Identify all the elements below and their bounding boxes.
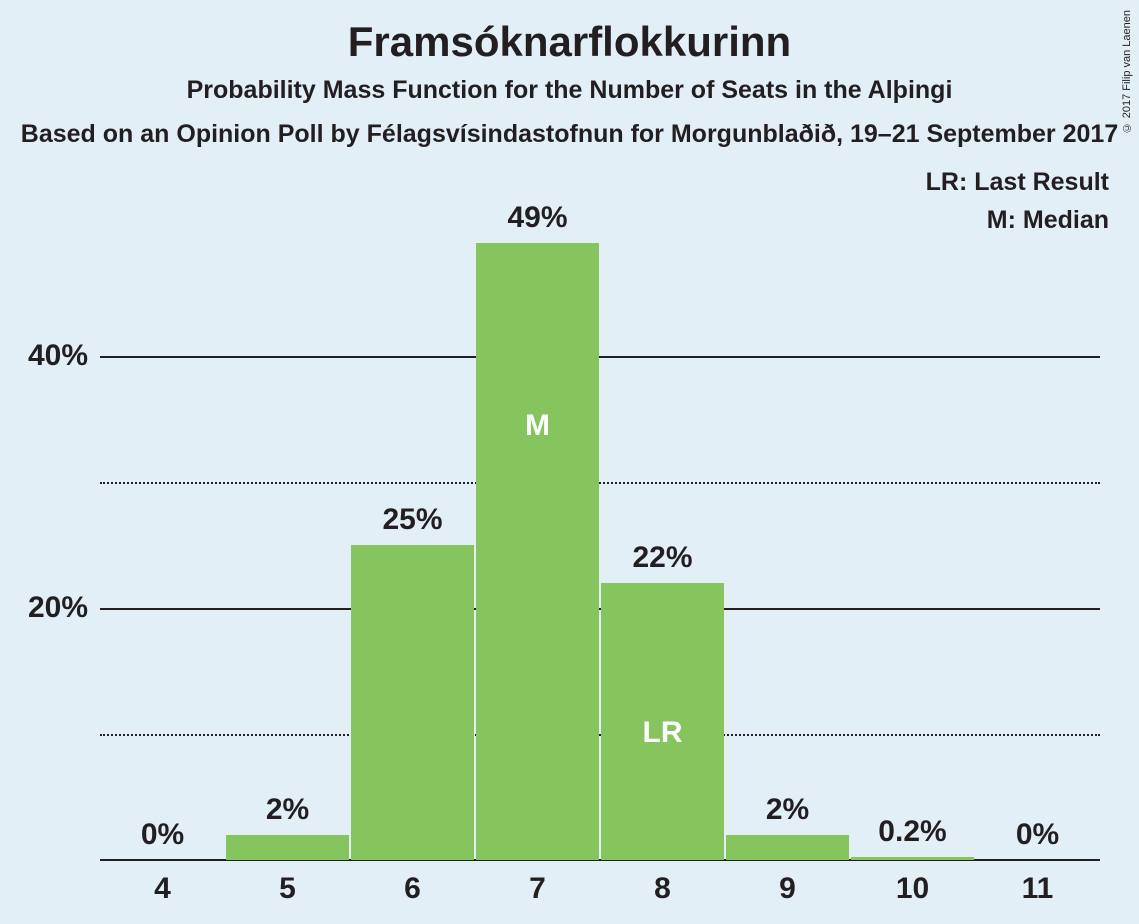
chart-subtitle-1: Probability Mass Function for the Number… bbox=[0, 76, 1139, 105]
bar-value-label: 0% bbox=[1016, 818, 1059, 852]
bar bbox=[226, 835, 349, 860]
bar-value-label: 49% bbox=[507, 201, 567, 235]
x-axis-label: 4 bbox=[154, 872, 171, 906]
grid-major bbox=[100, 356, 1100, 358]
bar bbox=[476, 243, 599, 860]
x-axis-label: 9 bbox=[779, 872, 796, 906]
median-marker: M bbox=[525, 409, 550, 443]
x-axis-label: 11 bbox=[1022, 872, 1054, 906]
grid-major bbox=[100, 608, 1100, 610]
bar bbox=[851, 857, 974, 860]
grid-minor bbox=[100, 482, 1100, 484]
bar bbox=[351, 545, 474, 860]
bar-value-label: 2% bbox=[266, 793, 309, 827]
legend-lr: LR: Last Result bbox=[926, 168, 1109, 197]
grid-minor bbox=[100, 734, 1100, 736]
x-axis-label: 8 bbox=[654, 872, 671, 906]
bar-value-label: 0.2% bbox=[878, 815, 946, 849]
chart-title-main: Framsóknarflokkurinn bbox=[0, 18, 1139, 66]
chart-container: © 2017 Filip van Laenen Framsóknarflokku… bbox=[0, 0, 1139, 924]
y-axis-label: 40% bbox=[28, 339, 88, 373]
x-axis-label: 7 bbox=[529, 872, 546, 906]
plot-area: 20%40%0%42%525%649%722%82%90.2%100%11MLR bbox=[100, 230, 1100, 860]
last-result-marker: LR bbox=[643, 716, 683, 750]
bar-value-label: 25% bbox=[382, 503, 442, 537]
chart-subtitle-2: Based on an Opinion Poll by Félagsvísind… bbox=[0, 120, 1139, 149]
bar-value-label: 22% bbox=[632, 541, 692, 575]
x-axis-label: 6 bbox=[404, 872, 421, 906]
bar-value-label: 2% bbox=[766, 793, 809, 827]
bar bbox=[726, 835, 849, 860]
y-axis-label: 20% bbox=[28, 591, 88, 625]
x-axis-label: 5 bbox=[279, 872, 296, 906]
x-axis-label: 10 bbox=[896, 872, 929, 906]
bar-value-label: 0% bbox=[141, 818, 184, 852]
